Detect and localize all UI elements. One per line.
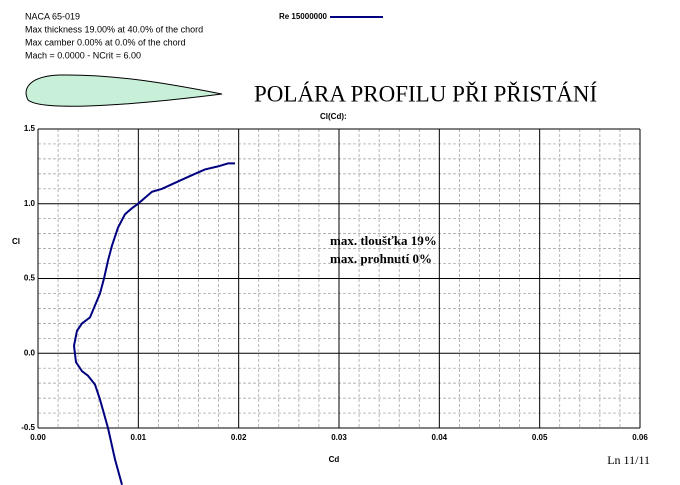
page-title: POLÁRA PROFILU PŘI PŘISTÁNÍ [254, 81, 597, 106]
y-tick-label: 0.0 [24, 348, 36, 357]
x-tick-label: 0.04 [432, 433, 448, 442]
x-tick-label: 0.03 [331, 433, 347, 442]
x-tick-label: 0.06 [632, 433, 648, 442]
x-tick-label: 0.05 [532, 433, 548, 442]
subtitle: Cl(Cd): [320, 112, 347, 121]
info-line: Max camber 0.00% at 0.0% of the chord [25, 37, 186, 47]
info-line: Max thickness 19.00% at 40.0% of the cho… [25, 24, 203, 34]
y-tick-label: -0.5 [21, 423, 35, 432]
info-line: NACA 65-019 [25, 11, 80, 21]
y-tick-label: 1.5 [24, 124, 36, 133]
annotation: max. tloušťka 19% [330, 233, 437, 248]
x-tick-label: 0.01 [131, 433, 147, 442]
polar-curve [72, 162, 235, 485]
annotation: max. prohnutí 0% [330, 251, 432, 266]
footer: Ln 11/11 [607, 453, 650, 467]
x-axis-label: Cd [329, 455, 340, 464]
x-tick-label: 0.00 [30, 433, 46, 442]
airfoil-shape [25, 74, 223, 107]
legend-label: Re 15000000 [279, 12, 328, 21]
y-axis-label: Cl [12, 237, 20, 246]
x-tick-label: 0.02 [231, 433, 247, 442]
info-line: Mach = 0.0000 - NCrit = 6.00 [25, 50, 141, 60]
y-tick-label: 0.5 [24, 274, 36, 283]
y-tick-label: 1.0 [24, 199, 36, 208]
